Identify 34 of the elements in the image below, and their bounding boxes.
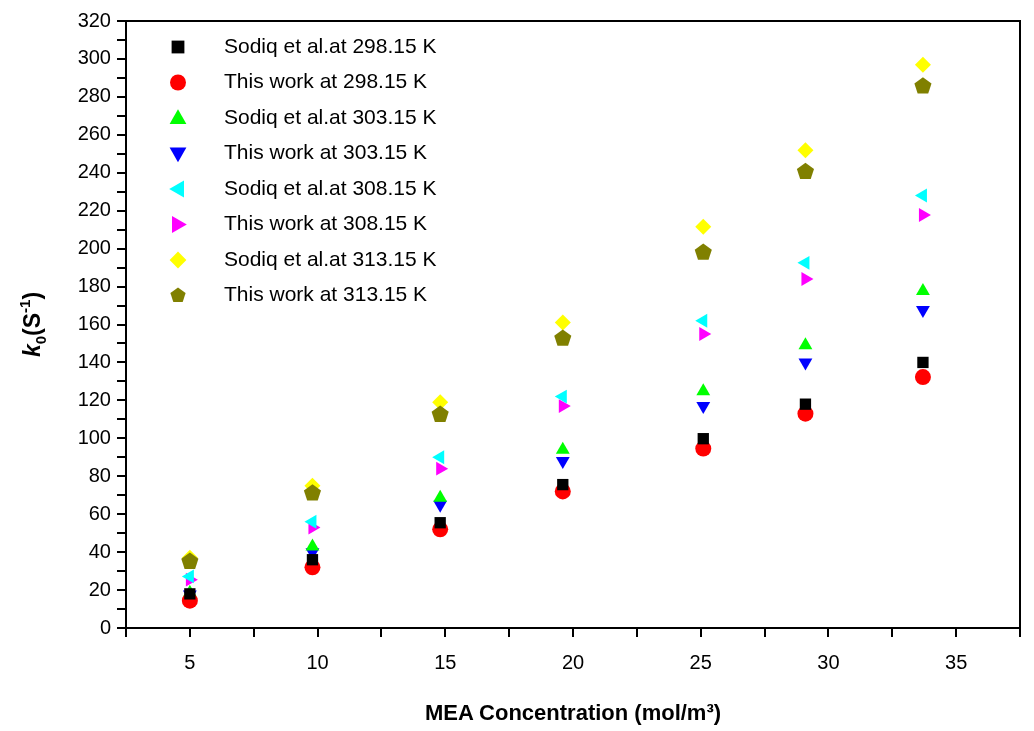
y-tick-label: 200 [77, 236, 111, 259]
y-tick-label: 80 [88, 463, 111, 486]
y-tick-label: 140 [77, 349, 111, 372]
legend-label: This work at 308.15 K [224, 211, 428, 235]
y-tick-label: 300 [77, 46, 111, 69]
x-tick-label: 5 [184, 650, 196, 673]
x-tick-label: 35 [945, 650, 968, 673]
x-tick-label: 20 [561, 650, 585, 673]
y-tick-label: 100 [77, 425, 111, 448]
y-tick-label: 20 [88, 577, 111, 600]
y-tick-label: 180 [77, 274, 111, 297]
legend-label: Sodiq et al.at 308.15 K [224, 175, 437, 199]
y-tick-label: 0 [99, 615, 111, 638]
legend-label: Sodiq et al.at 313.15 K [224, 246, 437, 270]
x-tick-label: 30 [817, 650, 840, 673]
y-tick-label: 320 [77, 8, 111, 31]
x-tick-label: 25 [689, 650, 712, 673]
x-axis-title: MEA Concentration (mol/m³) [424, 699, 722, 725]
x-tick-label: 15 [434, 650, 457, 673]
y-tick-label: 40 [88, 539, 111, 562]
legend-label: Sodiq et al.at 298.15 K [224, 33, 437, 57]
y-tick-label: 280 [77, 84, 111, 107]
legend-label: This work at 313.15 K [224, 282, 428, 306]
y-tick-label: 240 [77, 160, 111, 183]
y-tick-label: 220 [77, 198, 111, 221]
legend-label: This work at 303.15 K [224, 140, 428, 164]
legend-label: Sodiq et al.at 303.15 K [224, 104, 437, 128]
y-axis-title: k0(S-1) [16, 291, 49, 358]
y-tick-label: 60 [88, 501, 111, 524]
y-tick-label: 160 [77, 312, 111, 335]
y-tick-label: 120 [77, 387, 111, 410]
legend-label: This work at 298.15 K [224, 69, 428, 93]
x-tick-label: 10 [306, 650, 329, 673]
y-tick-label: 260 [77, 122, 111, 145]
